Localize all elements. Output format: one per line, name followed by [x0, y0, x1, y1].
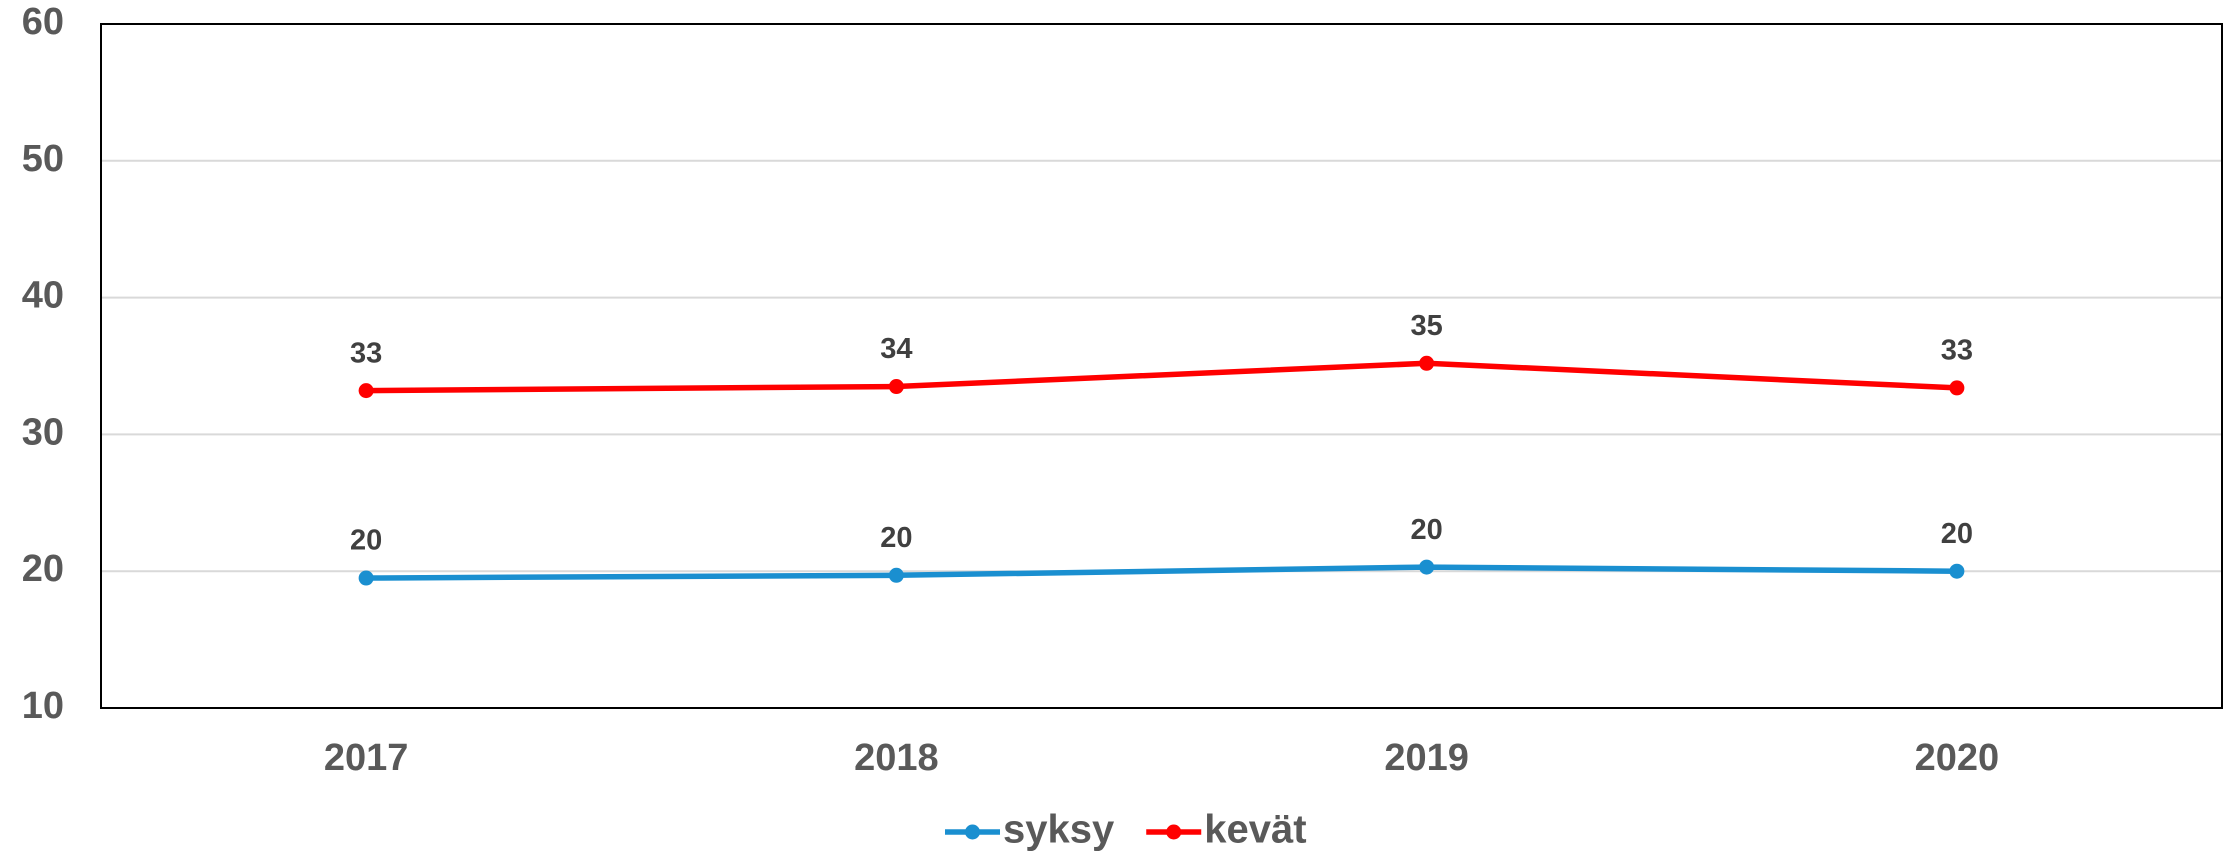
data-point: [358, 570, 374, 586]
x-tick-label: 2018: [854, 737, 939, 779]
plot-border: [100, 23, 2223, 709]
legend-swatch-dot: [1166, 824, 1182, 840]
x-tick-label: 2017: [324, 737, 409, 779]
data-label: 20: [880, 522, 912, 554]
data-label: 33: [350, 337, 382, 369]
y-tick-label: 50: [22, 138, 64, 180]
y-tick-label: 20: [22, 548, 64, 590]
y-tick-label: 40: [22, 275, 64, 317]
series-line: [366, 360, 1958, 394]
data-label: 35: [1410, 310, 1442, 342]
legend-label: kevät: [1204, 808, 1306, 852]
data-label: 34: [880, 333, 912, 365]
x-tick-label: 2019: [1384, 737, 1469, 779]
data-point: [888, 379, 904, 395]
x-tick-label: 2020: [1915, 737, 2000, 779]
legend-label: syksy: [1003, 808, 1115, 852]
legend-swatch-dot: [965, 824, 980, 840]
y-tick-label: 60: [22, 1, 64, 43]
series-line: [366, 564, 1957, 581]
data-label: 20: [1941, 518, 1973, 550]
data-point: [888, 567, 904, 583]
data-point: [358, 383, 374, 399]
data-point: [1949, 380, 1965, 396]
data-label: 20: [1410, 514, 1442, 546]
data-label: 20: [350, 525, 382, 557]
data-point: [1419, 559, 1435, 575]
y-tick-label: 30: [22, 411, 64, 453]
data-label: 33: [1941, 335, 1973, 367]
data-point: [1419, 355, 1435, 371]
y-tick-label: 10: [22, 685, 64, 727]
data-point: [1949, 563, 1965, 579]
